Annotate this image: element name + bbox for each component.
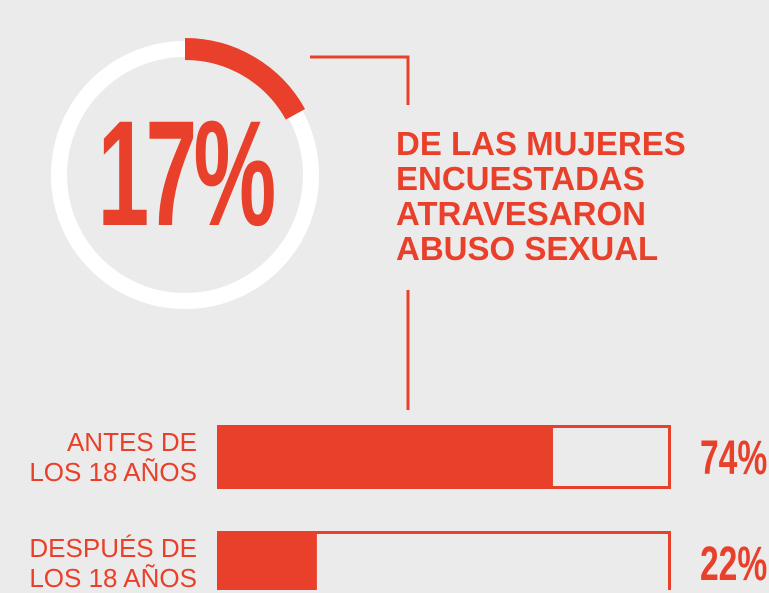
connector bbox=[310, 55, 410, 105]
value-label: 22% bbox=[700, 538, 768, 591]
donut-slice bbox=[184, 38, 306, 120]
category-label: DESPUÉS DE LOS 18 AÑOS bbox=[29, 533, 197, 593]
bar bbox=[217, 425, 553, 489]
donut-value-label: 17% bbox=[97, 89, 277, 257]
value-label: 74% bbox=[700, 432, 768, 485]
category-label: ANTES DE LOS 18 AÑOS bbox=[29, 427, 197, 487]
bar bbox=[217, 531, 317, 590]
headline: DE LAS MUJERES ENCUESTADAS ATRAVESARON A… bbox=[396, 125, 686, 267]
